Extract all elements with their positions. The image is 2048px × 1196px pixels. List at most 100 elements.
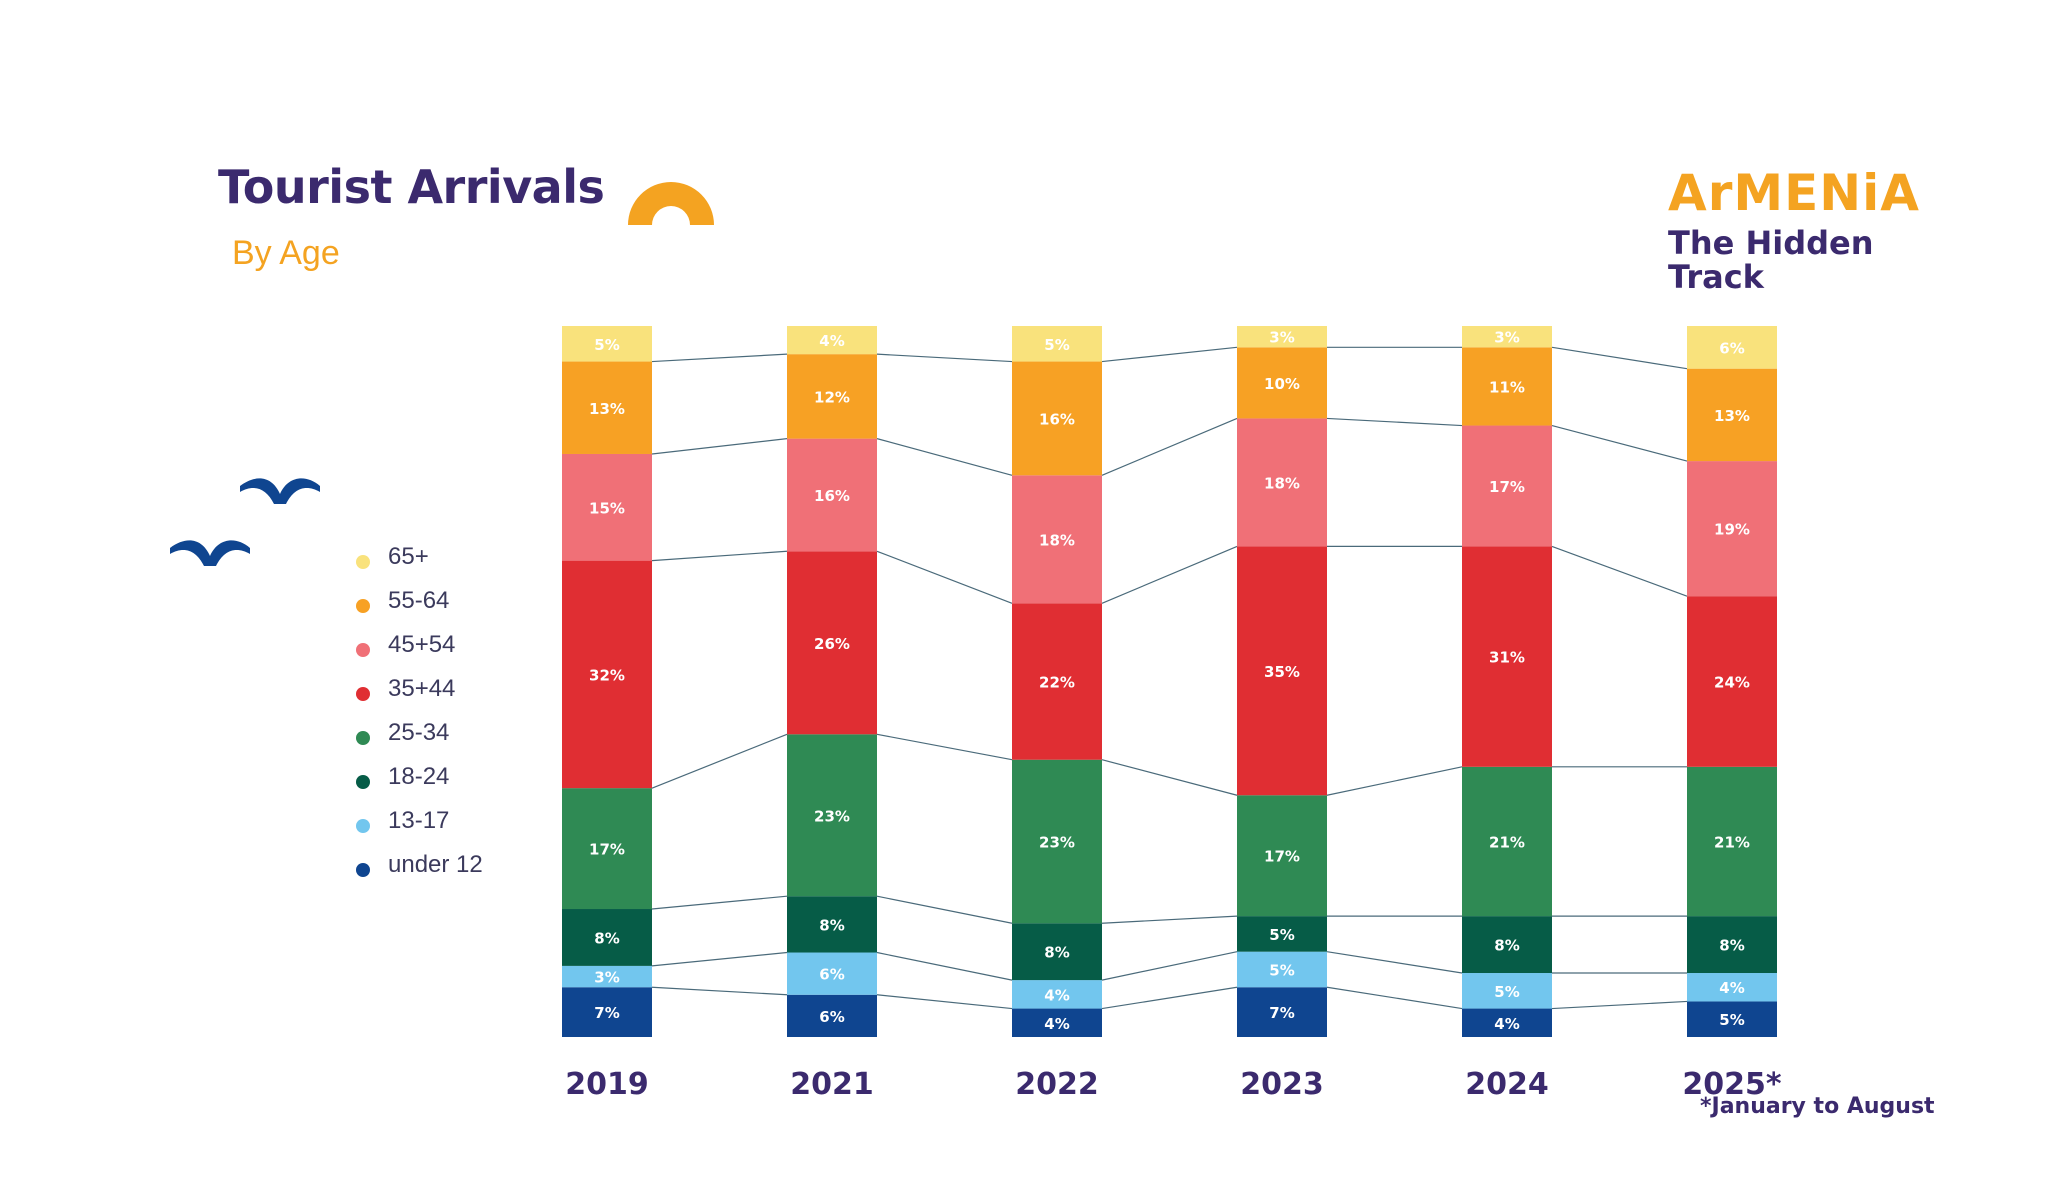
bar-segment — [1462, 766, 1552, 917]
data-label: 8% — [819, 916, 844, 934]
data-label: 5% — [1494, 983, 1519, 1001]
bar-segment — [1237, 546, 1327, 796]
bar-segment — [1462, 973, 1552, 1009]
bar-segment — [1012, 603, 1102, 760]
bar-group: 5% 4% 8% 21% 24% 19% 13% 6% — [1687, 326, 1777, 1037]
connector-line — [651, 353, 788, 363]
legend-label: 18-24 — [388, 763, 450, 790]
bar-group: 6% 6% 8% 23% 26% 16% 12% 4% — [787, 326, 877, 1037]
orange-arch-shape — [628, 182, 714, 225]
bar-segment — [1687, 596, 1777, 767]
bar-segment — [1237, 347, 1327, 419]
connector-line — [876, 353, 1013, 363]
bar-segment — [1012, 326, 1102, 362]
connector-line — [1551, 424, 1688, 462]
data-label: 5% — [594, 336, 619, 354]
bar-segment — [1012, 980, 1102, 1009]
data-label: 4% — [1044, 1015, 1069, 1033]
connector-line — [1551, 346, 1688, 370]
connector-line — [1326, 766, 1463, 796]
connector-line — [876, 994, 1013, 1010]
legend-swatch — [356, 599, 370, 613]
bar-segment — [1687, 1001, 1777, 1037]
connector-line — [876, 438, 1013, 476]
data-label: 5% — [1719, 1011, 1744, 1029]
bar-segment — [1687, 461, 1777, 597]
x-tick-label: 2021 — [790, 1067, 874, 1102]
logo-tagline: The Hidden Track — [1668, 224, 1874, 296]
data-label: 24% — [1714, 674, 1750, 692]
legend-swatch — [356, 863, 370, 877]
x-tick-label: 2022 — [1015, 1067, 1099, 1102]
connector-line — [1551, 545, 1688, 597]
bar-segment — [1012, 759, 1102, 924]
bar-segment — [1687, 326, 1777, 369]
bar-segment — [562, 788, 652, 910]
bar-segment — [562, 987, 652, 1037]
bar-segment — [1237, 987, 1327, 1037]
data-label: 11% — [1489, 378, 1525, 396]
data-label: 8% — [1044, 944, 1069, 962]
footnote: *January to August — [1700, 1094, 1935, 1119]
data-label: 13% — [589, 400, 625, 418]
data-label: 17% — [1489, 478, 1525, 496]
data-label: 16% — [814, 487, 850, 505]
bar-segment — [1237, 418, 1327, 547]
legend-swatch — [356, 687, 370, 701]
connector-lines — [651, 346, 1688, 1010]
blue-birds-icon — [170, 478, 320, 566]
data-label: 7% — [1269, 1004, 1294, 1022]
connector-line — [1101, 759, 1238, 796]
bar-segment — [562, 326, 652, 362]
data-label: 12% — [814, 388, 850, 406]
bar-segment — [787, 326, 877, 355]
legend-swatch — [356, 819, 370, 833]
connector-line — [1101, 545, 1238, 604]
data-label: 21% — [1714, 833, 1750, 851]
bar-segment — [562, 909, 652, 966]
bar-segment — [1012, 361, 1102, 476]
bar-segment — [1012, 475, 1102, 604]
connector-line — [1326, 951, 1463, 974]
data-label: 31% — [1489, 649, 1525, 667]
bar-segment — [1462, 916, 1552, 974]
armenia-logo-wordmark: ArMENiA — [1668, 164, 1920, 222]
data-label: 18% — [1264, 474, 1300, 492]
x-tick-label: 2024 — [1465, 1067, 1549, 1102]
bar-segment — [1462, 546, 1552, 767]
bar-group: 7% 3% 8% 17% 32% 15% 13% 5% — [562, 326, 652, 1037]
data-label: 3% — [594, 969, 619, 987]
connector-line — [1326, 417, 1463, 427]
bar-segment — [1462, 425, 1552, 547]
data-label: 5% — [1044, 336, 1069, 354]
bar-segment — [1237, 795, 1327, 917]
data-label: 6% — [819, 966, 844, 984]
bar-segment — [562, 453, 652, 561]
bar-segment — [787, 551, 877, 735]
data-label: 5% — [1269, 926, 1294, 944]
bar-segment — [787, 354, 877, 439]
connector-line — [1101, 417, 1238, 476]
bar-segment — [1687, 916, 1777, 974]
x-tick-label: 2025* — [1682, 1067, 1781, 1102]
connector-line — [876, 733, 1013, 761]
data-label: 10% — [1264, 375, 1300, 393]
bar-segment — [787, 438, 877, 552]
data-label: 17% — [1264, 848, 1300, 866]
bar-segment — [1687, 368, 1777, 462]
connector-line — [876, 951, 1013, 981]
data-label: 13% — [1714, 407, 1750, 425]
connector-line — [1101, 346, 1238, 363]
data-label: 7% — [594, 1004, 619, 1022]
data-label: 6% — [1719, 339, 1744, 357]
data-label: 3% — [1269, 329, 1294, 347]
data-label: 26% — [814, 635, 850, 653]
data-label: 32% — [589, 666, 625, 684]
bar-segment — [1237, 951, 1327, 988]
bar-segment — [787, 896, 877, 953]
connector-line — [651, 733, 788, 789]
bar-group: 7% 5% 5% 17% 35% 18% 10% 3% — [1237, 326, 1327, 1037]
bar-segment — [787, 734, 877, 897]
data-label: 16% — [1039, 410, 1075, 428]
